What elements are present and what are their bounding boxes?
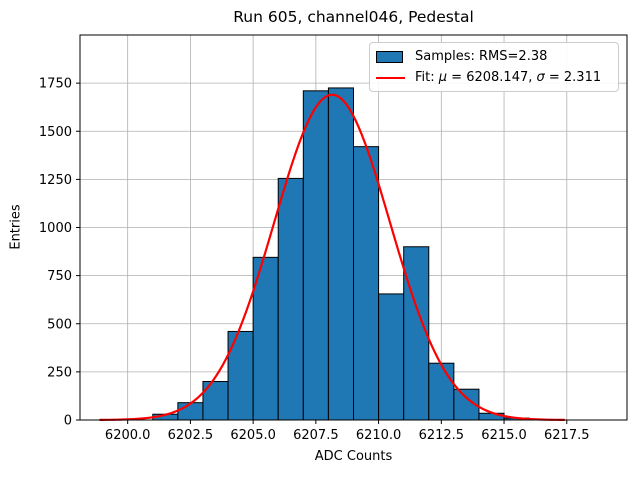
histogram-bar — [177, 402, 204, 421]
sigma-symbol: σ — [536, 70, 545, 85]
x-tick-label: 6200.0 — [105, 428, 151, 443]
x-tick-label: 6210.0 — [356, 428, 402, 443]
legend-item-fit: Fit: μ = 6208.147, σ = 2.311 — [376, 67, 612, 88]
histogram-bar — [378, 293, 405, 421]
y-tick-label: 1000 — [39, 221, 72, 236]
legend-item-samples: Samples: RMS=2.38 — [376, 46, 612, 67]
x-axis-label: ADC Counts — [314, 449, 393, 464]
x-tick-label: 6212.5 — [419, 428, 465, 443]
legend: Samples: RMS=2.38 Fit: μ = 6208.147, σ =… — [369, 42, 619, 92]
y-tick-label: 1500 — [39, 125, 72, 140]
histogram-bar — [302, 90, 329, 421]
legend-samples-label: Samples: RMS=2.38 — [415, 49, 548, 64]
chart-title: Run 605, channel046, Pedestal — [233, 8, 474, 26]
histogram-bar — [428, 362, 455, 421]
histogram-bar — [202, 381, 229, 421]
histogram-bar — [327, 87, 355, 421]
mu-symbol: μ — [438, 70, 448, 85]
x-tick-label: 6217.5 — [544, 428, 590, 443]
x-tick-label: 6207.5 — [293, 428, 339, 443]
y-tick-label: 0 — [64, 414, 72, 429]
x-tick-label: 6202.5 — [168, 428, 214, 443]
x-tick-label: 6205.0 — [230, 428, 276, 443]
histogram-bar — [403, 246, 430, 421]
legend-fit-label: Fit: μ = 6208.147, σ = 2.311 — [415, 70, 602, 85]
fit-line-icon — [376, 76, 405, 79]
x-tick-label: 6215.0 — [481, 428, 527, 443]
histogram-swatch-icon — [376, 50, 403, 63]
fit-curve — [99, 93, 566, 421]
y-tick-label: 500 — [47, 317, 72, 332]
y-tick-label: 250 — [47, 365, 72, 380]
legend-handle — [376, 50, 406, 63]
legend-handle — [376, 76, 406, 79]
y-tick-label: 750 — [47, 269, 72, 284]
y-axis-label: Entries — [8, 204, 24, 250]
histogram-bar — [353, 146, 380, 421]
y-tick-label: 1750 — [39, 77, 72, 92]
histogram-bar — [252, 256, 279, 421]
histogram-bar — [277, 177, 304, 421]
y-tick-label: 1250 — [39, 173, 72, 188]
